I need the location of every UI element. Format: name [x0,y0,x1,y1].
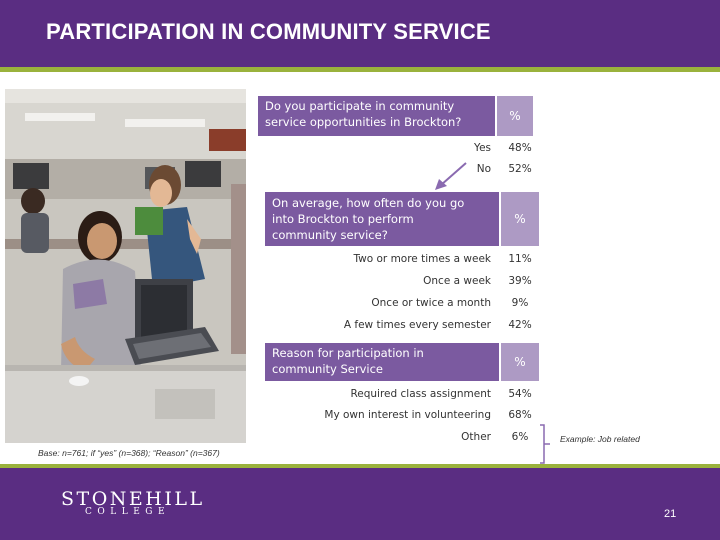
answer-label: Once or twice a month [371,297,491,309]
answer-label: A few times every semester [343,319,491,331]
logo-wordmark: STONEHILL [61,488,205,510]
page-number: 21 [664,508,677,520]
question-3-percent-header: % [501,343,539,381]
question-2-percent-symbol: % [514,212,526,226]
answer-value: 68% [508,409,532,421]
example-note: Example: Job related [560,434,640,444]
header-bar: PARTICIPATION IN COMMUNITY SERVICE [0,0,720,67]
question-3-percent-symbol: % [514,355,526,369]
footer-accent-stripe [0,464,720,468]
base-note: Base: n=761; if “yes” (n=368); “Reason” … [38,448,220,458]
answer-label: Two or more times a week [353,253,491,265]
answer-label: No [476,163,491,175]
page-title: PARTICIPATION IN COMMUNITY SERVICE [46,19,491,44]
question-2-percent-header: % [501,192,539,246]
answer-value: 39% [508,275,532,287]
question-3-box: Reason for participation in community Se… [265,343,499,381]
question-2-box: On average, how often do you go into Bro… [265,192,499,246]
answer-value: 54% [508,388,532,400]
question-1-box: Do you participate in community service … [258,96,495,136]
students-computer-lab-photo [5,89,246,443]
answer-label: My own interest in volunteering [324,409,491,421]
question-1-percent-header: % [497,96,533,136]
answer-label: Other [461,431,491,443]
question-2-text: On average, how often do you go into Bro… [272,196,465,242]
answer-label: Yes [474,142,491,154]
answer-value: 42% [508,319,532,331]
question-1-percent-symbol: % [509,109,521,123]
answer-value: 6% [511,431,529,443]
answer-value: 11% [508,253,532,265]
header-accent-stripe [0,67,720,72]
answer-label: Required class assignment [350,388,491,400]
answer-value: 52% [508,163,532,175]
question-1-text: Do you participate in community service … [265,99,462,129]
bracket-icon [540,424,550,464]
answer-label: Once a week [423,275,491,287]
footer-bar [0,468,720,540]
question-3-text: Reason for participation in community Se… [272,346,424,376]
pointer-arrow-icon [435,162,467,190]
answer-value: 48% [508,142,532,154]
answer-value: 9% [511,297,529,309]
logo-subtitle: COLLEGE [85,507,171,517]
